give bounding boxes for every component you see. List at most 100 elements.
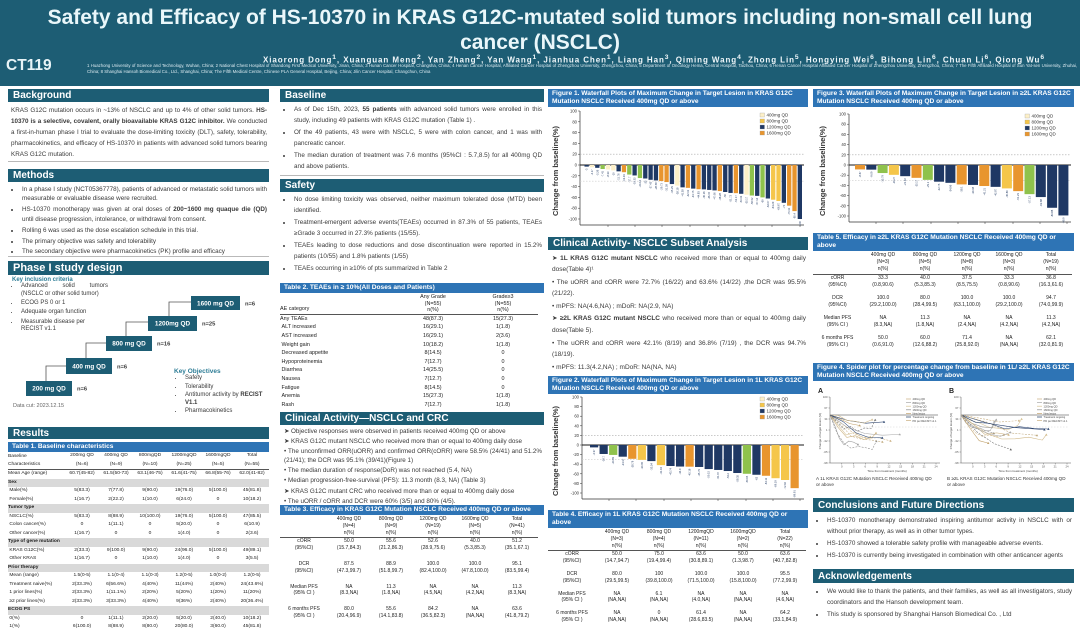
svg-text:PD per RECIST v1.1: PD per RECIST v1.1	[1044, 419, 1068, 423]
svg-text:-4.17: -4.17	[590, 169, 594, 175]
svg-text:21: 21	[1054, 465, 1058, 469]
svg-text:0: 0	[577, 443, 580, 448]
svg-text:15: 15	[1030, 465, 1034, 469]
svg-text:-29.73: -29.73	[659, 183, 663, 191]
svg-text:24: 24	[934, 465, 938, 469]
svg-text:-5.26: -5.26	[595, 169, 599, 175]
svg-text:1600mg QD: 1600mg QD	[767, 415, 792, 420]
svg-text:21: 21	[923, 465, 927, 469]
svg-text:80: 80	[841, 122, 846, 127]
svg-text:-80: -80	[573, 481, 580, 486]
svg-text:40: 40	[574, 423, 579, 428]
svg-text:-19.35: -19.35	[633, 177, 637, 185]
svg-text:-45.89: -45.89	[1005, 190, 1009, 198]
svg-text:Change from baseline(%): Change from baseline(%)	[818, 125, 827, 216]
svg-text:-31.58: -31.58	[665, 184, 669, 192]
svg-text:9: 9	[1007, 465, 1009, 469]
svg-text:-44.9: -44.9	[678, 468, 682, 474]
svg-text:100: 100	[839, 112, 847, 117]
svg-text:-20: -20	[573, 452, 580, 457]
svg-text:-20: -20	[571, 173, 578, 178]
svg-text:-75.31: -75.31	[787, 207, 791, 215]
svg-text:Change of target lesion (%): Change of target lesion (%)	[818, 413, 822, 450]
svg-text:12: 12	[1018, 465, 1022, 469]
svg-text:-100: -100	[569, 217, 578, 222]
svg-text:-65: -65	[954, 450, 958, 454]
svg-text:1600mg QD: 1600mg QD	[913, 408, 927, 412]
svg-text:-41.94: -41.94	[659, 467, 663, 475]
svg-text:6: 6	[865, 465, 867, 469]
svg-text:60: 60	[841, 132, 846, 137]
svg-text:Treatment ongoing: Treatment ongoing	[1044, 415, 1066, 419]
svg-text:-50.15: -50.15	[707, 471, 711, 479]
svg-text:-25.17: -25.17	[915, 179, 919, 187]
svg-text:-62: -62	[755, 476, 759, 480]
svg-text:-30.95: -30.95	[640, 461, 644, 469]
svg-text:-64.29: -64.29	[771, 201, 775, 209]
svg-text:400 mg QD: 400 mg QD	[72, 364, 106, 371]
svg-text:-89.91: -89.91	[793, 490, 797, 498]
svg-text:n=25: n=25	[202, 322, 216, 328]
svg-text:-47.06: -47.06	[713, 192, 717, 200]
svg-text:-45.16: -45.16	[688, 468, 692, 476]
svg-text:-62.88: -62.88	[1039, 199, 1043, 207]
svg-text:-18.7: -18.7	[602, 455, 606, 461]
svg-text:-50: -50	[723, 193, 727, 197]
svg-text:-28.58: -28.58	[654, 182, 658, 190]
svg-text:-42.31: -42.31	[686, 189, 690, 197]
svg-text:3: 3	[853, 465, 855, 469]
svg-text:-98.9: -98.9	[1061, 217, 1065, 223]
svg-text:-80: -80	[840, 203, 847, 208]
svg-text:100: 100	[954, 395, 959, 399]
svg-text:-41.38: -41.38	[681, 189, 685, 197]
svg-text:9: 9	[876, 465, 878, 469]
svg-text:-56.52: -56.52	[750, 197, 754, 205]
svg-text:-51.97: -51.97	[716, 471, 720, 479]
svg-text:-45.16: -45.16	[702, 191, 706, 199]
svg-text:-19.27: -19.27	[892, 176, 896, 184]
svg-text:-83.88: -83.88	[1050, 209, 1054, 217]
svg-text:800mg QD: 800mg QD	[767, 403, 790, 408]
svg-text:Treatment ongoing: Treatment ongoing	[913, 415, 935, 419]
svg-text:400mg QD: 400mg QD	[1032, 114, 1055, 119]
svg-text:400mg QD: 400mg QD	[913, 397, 926, 401]
svg-text:-20: -20	[840, 173, 847, 178]
svg-text:Time from treatment (months): Time from treatment (months)	[998, 469, 1038, 473]
svg-text:1: 1	[826, 428, 828, 432]
svg-text:-51.72: -51.72	[729, 194, 733, 202]
svg-text:-32.75: -32.75	[937, 183, 941, 191]
svg-text:-10: -10	[611, 172, 615, 176]
svg-text:-64.11: -64.11	[764, 477, 768, 485]
svg-text:1200mg QD: 1200mg QD	[767, 125, 792, 130]
svg-text:-54.2: -54.2	[726, 472, 730, 478]
svg-text:100: 100	[823, 395, 828, 399]
svg-text:18: 18	[1042, 465, 1046, 469]
svg-text:Change from baseline(%): Change from baseline(%)	[551, 405, 560, 496]
svg-text:-100: -100	[838, 214, 847, 219]
svg-text:-33.54: -33.54	[649, 463, 653, 471]
svg-text:0: 0	[575, 163, 578, 168]
svg-text:0: 0	[844, 163, 847, 168]
svg-text:18: 18	[911, 465, 915, 469]
svg-text:-25: -25	[643, 180, 647, 184]
svg-text:-98: -98	[954, 461, 958, 465]
svg-text:-62.07: -62.07	[766, 200, 770, 208]
svg-text:1600mg QD: 1600mg QD	[1032, 132, 1057, 137]
svg-text:-60: -60	[571, 195, 578, 200]
svg-text:-39.08: -39.08	[971, 186, 975, 194]
svg-text:-53.33: -53.33	[739, 195, 743, 203]
svg-text:-58.35: -58.35	[735, 474, 739, 482]
svg-text:-57.14: -57.14	[755, 197, 759, 205]
svg-text:100: 100	[570, 109, 578, 114]
svg-text:80: 80	[572, 119, 577, 124]
svg-text:-57.13: -57.13	[1028, 196, 1032, 204]
svg-text:-27.42: -27.42	[649, 181, 653, 189]
svg-text:-9.09: -9.09	[869, 171, 873, 177]
svg-text:34: 34	[955, 417, 959, 421]
svg-text:800 mg QD: 800 mg QD	[112, 341, 146, 348]
svg-text:-51.23: -51.23	[1016, 193, 1020, 201]
svg-text:-60: -60	[840, 193, 847, 198]
svg-text:-15.79: -15.79	[881, 175, 885, 183]
svg-text:24: 24	[1065, 465, 1069, 469]
svg-text:-13.33: -13.33	[622, 174, 626, 182]
